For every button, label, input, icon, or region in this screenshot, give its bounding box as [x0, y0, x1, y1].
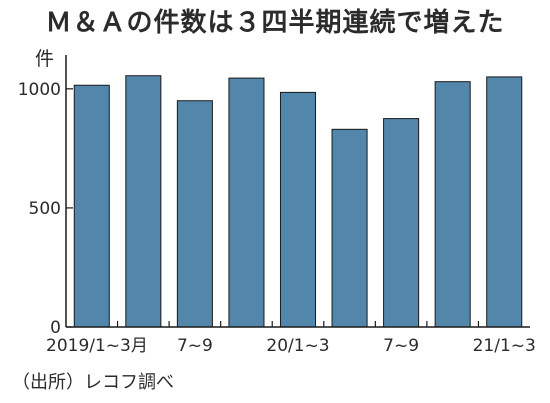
x-tick-label: 2019/1~3月 — [46, 336, 148, 356]
x-tick-label: 7~9 — [177, 336, 213, 356]
source-note: （出所）レコフ調べ — [12, 372, 174, 393]
y-tick-label: 1000 — [18, 80, 61, 100]
y-tick-label: 500 — [29, 199, 61, 219]
bar — [176, 100, 213, 328]
bar — [73, 84, 110, 328]
bar — [434, 81, 471, 328]
bar — [228, 77, 265, 328]
x-tick-label: 20/1~3 — [266, 336, 329, 356]
x-tick-label: 21/1~3 — [473, 336, 536, 356]
bar — [279, 91, 317, 328]
y-tick-label: 0 — [50, 318, 61, 338]
bar — [331, 128, 368, 328]
bar — [486, 76, 523, 328]
bar — [383, 118, 420, 328]
y-axis-unit-label: 件 — [35, 48, 55, 70]
bar — [125, 75, 162, 328]
x-tick-label: 7~9 — [383, 336, 419, 356]
chart-title: Ｍ＆Ａの件数は３四半期連続で増えた — [45, 8, 505, 38]
